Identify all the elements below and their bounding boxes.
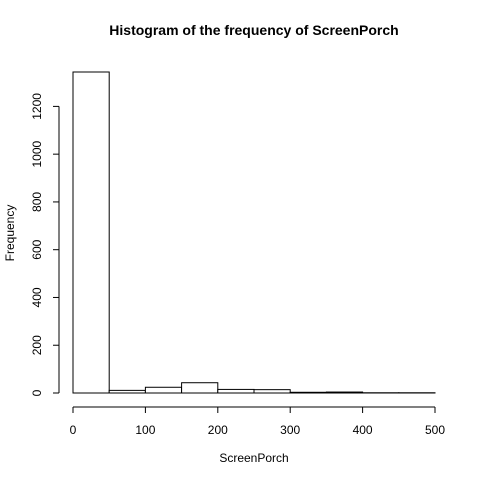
y-axis-label: Frequency — [3, 205, 17, 262]
y-tick-label: 1200 — [30, 93, 44, 120]
histogram-bar-5 — [253, 389, 291, 394]
histogram-bar-4 — [217, 388, 255, 394]
y-tick-label: 0 — [30, 389, 44, 396]
x-tick-label: 100 — [135, 423, 155, 437]
x-tick-label: 300 — [280, 423, 300, 437]
histogram-bar-0 — [72, 71, 110, 394]
y-tick-label: 600 — [30, 239, 44, 259]
chart-title: Histogram of the frequency of ScreenPorc… — [109, 22, 398, 38]
x-tick-label: 400 — [353, 423, 373, 437]
y-tick-label: 800 — [30, 192, 44, 212]
x-axis: 0 100 200 300 400 500 — [70, 406, 445, 437]
histogram-bar-1 — [108, 389, 146, 394]
x-tick-label: 500 — [425, 423, 445, 437]
histogram-bar-6 — [289, 391, 327, 394]
x-tick-label: 200 — [208, 423, 228, 437]
x-tick-label: 0 — [70, 423, 77, 437]
histogram-bar-2 — [144, 386, 183, 394]
histogram-bar-3 — [181, 382, 219, 394]
y-tick-label: 200 — [30, 335, 44, 355]
y-tick-label: 1000 — [30, 140, 44, 167]
y-axis: 0 200 400 600 800 1000 1200 — [30, 93, 60, 396]
y-tick-label: 400 — [30, 287, 44, 307]
x-axis-label: ScreenPorch — [219, 451, 288, 465]
histogram-bar-7 — [325, 391, 364, 394]
bars-group — [72, 71, 436, 394]
